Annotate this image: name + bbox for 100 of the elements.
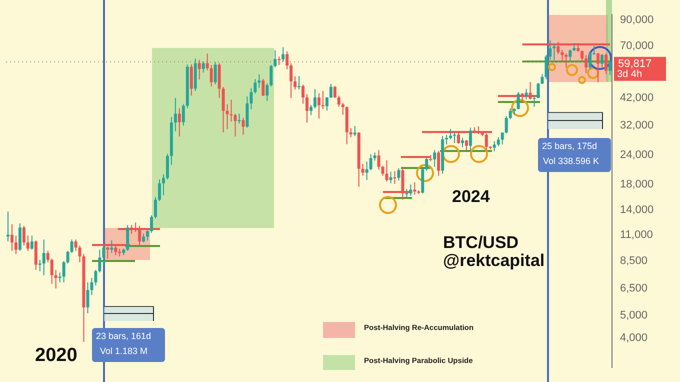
candlestick [14,235,18,255]
candlestick [6,211,10,242]
ref-line-label: 59,817 [618,58,652,70]
candlestick [90,278,94,296]
candlestick [580,50,584,62]
candlestick [282,46,285,62]
candlestick [202,61,205,73]
candlestick [58,272,62,283]
candlestick [552,42,556,61]
candlestick [453,132,456,144]
candlestick [325,96,328,112]
annotation: @rektcapital [443,251,545,271]
candlestick [468,127,472,152]
annotation: 2020 [35,345,78,367]
candlestick [309,104,312,116]
candlestick [389,171,392,184]
candlestick [102,244,106,266]
candlestick [321,90,324,110]
candlestick [313,88,316,109]
candlestick [206,53,209,71]
candlestick [524,88,528,100]
candlestick [445,134,448,146]
candlestick [158,178,161,202]
candlestick [464,140,468,152]
candlestick [98,249,102,273]
candlestick [46,250,50,263]
candlestick [353,126,356,137]
candlestick [393,170,396,184]
candlestick [433,150,436,168]
candlestick [214,62,217,85]
candlestick [361,163,364,176]
candlestick [329,83,332,98]
candlestick [70,238,74,254]
candlestick [286,50,289,70]
candlestick [302,84,305,104]
candlestick [210,64,213,87]
candlestick [540,74,544,84]
y-tick-label: 4,000 [620,332,648,344]
y-tick-label: 8,500 [620,255,648,268]
candlestick [560,49,564,63]
candlestick [294,76,297,90]
candlestick [110,240,114,254]
candlestick [457,132,460,144]
candlestick [242,117,245,136]
candlestick [544,54,548,80]
candlestick [54,269,58,289]
candlestick [369,154,372,171]
candlestick [154,196,158,219]
candlestick [604,52,608,75]
candlestick [274,50,277,68]
candlestick [608,60,612,76]
candlestick [146,230,150,241]
y-tick-label: 90,000 [620,14,654,26]
candlestick [377,150,380,170]
annotation: BTC/USD [443,233,519,253]
candlestick [150,214,154,234]
candlestick [270,64,273,87]
candlestick [94,269,98,286]
candlestick [22,225,26,246]
candlestick [130,224,134,234]
candlestick [449,128,452,140]
candlestick [30,235,34,250]
y-tick-label: 42,000 [620,92,654,104]
candlestick [10,224,14,252]
candlestick [337,95,340,108]
candlestick [516,92,520,110]
candlestick [397,168,400,182]
candlestick [405,188,408,198]
candlestick [484,132,488,151]
candlestick [588,51,592,70]
y-tick-label: 6,500 [620,282,648,294]
candlestick [62,260,66,283]
y-tick-label: 70,000 [620,40,654,52]
candlestick [421,166,424,194]
candlestick [118,248,122,257]
candlestick [401,166,404,200]
candlestick [262,78,265,97]
candlestick [238,113,241,124]
candlestick [341,102,344,116]
candlestick [190,64,193,96]
candlestick [258,74,261,88]
candlestick [42,238,46,276]
y-tick-label: 5,000 [620,309,648,322]
y-tick-label: 11,000 [620,228,653,241]
y-tick-label: 18,000 [620,178,654,190]
candlestick [222,86,225,133]
candlestick [298,76,301,90]
annotation: 25 bars, 175d [542,141,598,152]
candlestick [508,108,512,120]
candlestick [166,153,169,180]
candlestick [548,40,552,60]
annotation: Vol 1.183 M [100,346,148,357]
candlestick [600,54,604,69]
candlestick [584,54,588,74]
annotation: 23 bars, 161d [96,331,152,342]
annotation: Vol 338.596 K [543,156,600,167]
candlestick [50,258,54,284]
y-tick-label: 24,000 [620,149,654,162]
candlestick [18,222,22,252]
candlestick [114,244,118,256]
